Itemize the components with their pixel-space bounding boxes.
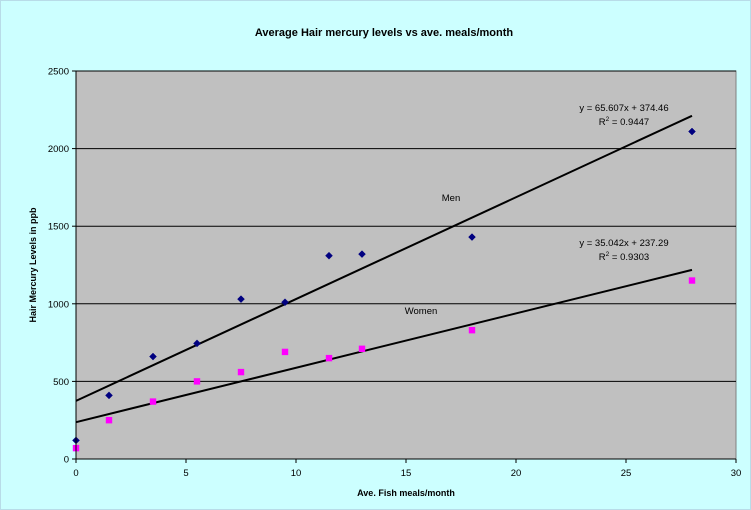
x-tick-label: 0 (73, 468, 78, 479)
men-series-label: Men (442, 193, 460, 204)
data-points (72, 127, 696, 452)
women-data-point (468, 326, 476, 334)
x-tick-label: 15 (401, 468, 412, 479)
women-data-point (237, 368, 245, 376)
women-data-point (688, 277, 696, 284)
x-axis-ticks: 0 5 10 15 20 25 30 (73, 459, 741, 479)
x-tick-label: 30 (731, 468, 742, 479)
women-data-point (193, 378, 201, 385)
x-tick-label: 20 (511, 468, 522, 479)
y-tick-label: 1500 (48, 222, 69, 233)
men-data-point (193, 339, 201, 348)
x-tick-label: 5 (183, 468, 188, 479)
men-trendline-equation: y = 65.607x + 374.46 (579, 103, 668, 114)
men-trendline-r2: R2 = 0.9447 (599, 116, 649, 128)
men-data-point (237, 295, 245, 303)
y-tick-label: 1000 (48, 299, 69, 310)
men-data-point (688, 127, 696, 136)
women-data-point (358, 345, 366, 353)
women-data-point (105, 417, 113, 424)
women-data-point (325, 354, 333, 362)
men-trendline (75, 114, 693, 402)
gridlines (76, 70, 736, 382)
y-tick-label: 500 (53, 377, 69, 388)
men-data-point (358, 250, 366, 258)
y-axis-title: Hair Mercury Levels in ppb (28, 207, 38, 323)
trendlines (75, 114, 693, 424)
women-trendline-r2: R2 = 0.9303 (599, 251, 649, 263)
y-tick-label: 0 (64, 455, 69, 466)
chart-title: Average Hair mercury levels vs ave. meal… (255, 27, 514, 39)
women-trendline-equation: y = 35.042x + 237.29 (579, 238, 668, 249)
y-axis-ticks: 0 500 1000 1500 2000 2500 (48, 67, 76, 466)
y-tick-label: 2000 (48, 144, 69, 155)
x-tick-label: 10 (291, 468, 302, 479)
women-trendline (75, 268, 693, 424)
men-data-point (105, 391, 113, 400)
women-data-point (149, 398, 157, 405)
x-axis-title: Ave. Fish meals/month (357, 488, 455, 498)
men-data-point (325, 251, 333, 260)
women-series-label: Women (405, 306, 438, 317)
women-data-point (281, 348, 289, 356)
men-data-point (468, 233, 476, 241)
y-tick-label: 2500 (48, 67, 69, 78)
plot-area (75, 70, 737, 460)
men-data-point (149, 352, 157, 361)
men-data-point (281, 298, 289, 307)
x-tick-label: 25 (621, 468, 632, 479)
